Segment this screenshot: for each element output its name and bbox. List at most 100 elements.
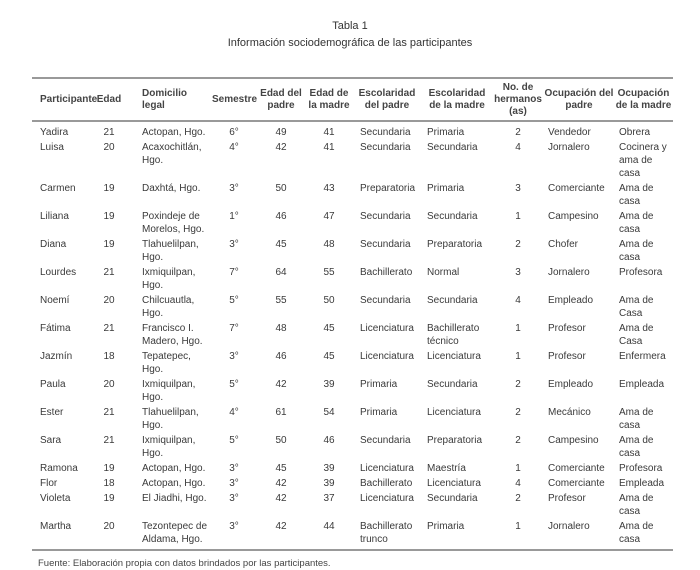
cell-address: Actopan, Hgo.	[142, 478, 206, 489]
cell-mother-education: Secundaria	[427, 211, 478, 222]
cell-father-age: 61	[275, 407, 287, 418]
cell-mother-occupation: Empleada	[619, 379, 665, 390]
cell-mother-occupation: Profesora	[619, 267, 663, 278]
table-row: Liliana 19 Poxindeje de Morelos, Hgo. 1° 46 4…	[32, 209, 673, 237]
cell-age: 19	[103, 493, 115, 504]
cell-mother-age: 55	[323, 267, 335, 278]
table-row: Luisa 20 Acaxochitlán, Hgo. 4° 42 41 Secundari…	[32, 140, 673, 181]
column-header-father-age: Edad del padre	[260, 87, 302, 111]
cell-participant: Diana	[40, 239, 67, 250]
cell-semester: 1°	[229, 211, 239, 222]
cell-father-occupation: Campesino	[548, 211, 599, 222]
cell-father-age: 48	[275, 323, 287, 334]
cell-address: Tlahuelilpan, Hgo.	[142, 239, 199, 263]
cell-address: Ixmiquilpan, Hgo.	[142, 435, 196, 459]
table-row: Sara 21 Ixmiquilpan, Hgo. 5° 50 46 Secundaria P…	[32, 433, 673, 461]
cell-mother-age: 39	[323, 463, 335, 474]
cell-father-education: Secundaria	[360, 435, 411, 446]
cell-mother-occupation: Enfermera	[619, 351, 666, 362]
cell-mother-occupation: Empleada	[619, 478, 665, 489]
cell-siblings: 2	[515, 239, 521, 250]
column-header-age: Edad	[96, 93, 122, 105]
cell-mother-education: Licenciatura	[427, 407, 481, 418]
cell-mother-education: Preparatoria	[427, 239, 483, 250]
cell-participant: Lourdes	[40, 267, 77, 278]
cell-semester: 3°	[229, 463, 239, 474]
cell-mother-age: 54	[323, 407, 335, 418]
cell-father-education: Licenciatura	[360, 323, 414, 334]
cell-siblings: 2	[515, 407, 521, 418]
cell-address: Tlahuelilpan, Hgo.	[142, 407, 199, 431]
table-row: Carmen 19 Daxhtá, Hgo. 3° 50 43 Preparatoria Pr…	[32, 181, 673, 209]
cell-address: Tepatepec, Hgo.	[142, 351, 191, 375]
cell-father-occupation: Campesino	[548, 435, 599, 446]
cell-age: 19	[103, 463, 115, 474]
cell-siblings: 2	[515, 379, 521, 390]
cell-mother-occupation: Cocinera y ama de casa	[619, 142, 667, 179]
cell-age: 18	[103, 478, 115, 489]
cell-mother-occupation: Ama de casa	[619, 239, 654, 263]
cell-father-occupation: Profesor	[548, 351, 586, 362]
table-row: Martha 20 Tezontepec de Aldama, Hgo. 3° 42 44…	[32, 519, 673, 550]
cell-father-age: 49	[275, 127, 287, 138]
column-header-father-education: Escolaridad del padre	[358, 87, 416, 111]
cell-siblings: 1	[515, 211, 521, 222]
cell-father-education: Secundaria	[360, 239, 411, 250]
cell-father-education: Licenciatura	[360, 463, 414, 474]
cell-father-age: 50	[275, 435, 287, 446]
cell-address: El Jiadhi, Hgo.	[142, 493, 207, 504]
cell-mother-occupation: Ama de casa	[619, 211, 654, 235]
cell-siblings: 2	[515, 435, 521, 446]
cell-address: Tezontepec de Aldama, Hgo.	[142, 521, 208, 545]
cell-semester: 3°	[229, 478, 239, 489]
cell-participant: Violeta	[40, 493, 71, 504]
cell-father-age: 42	[275, 521, 287, 532]
table-row: Ramona 19 Actopan, Hgo. 3° 45 39 Licenciatura M…	[32, 461, 673, 476]
cell-father-occupation: Empleado	[548, 295, 594, 306]
cell-address: Ixmiquilpan, Hgo.	[142, 379, 196, 403]
cell-participant: Sara	[40, 435, 62, 446]
cell-siblings: 4	[515, 142, 521, 153]
cell-father-occupation: Profesor	[548, 493, 586, 504]
cell-age: 19	[103, 183, 115, 194]
cell-semester: 5°	[229, 435, 239, 446]
column-header-mother-education: Escolaridad de la madre	[428, 87, 486, 111]
table-row: Ester 21 Tlahuelilpan, Hgo. 4° 61 54 Primaria L…	[32, 405, 673, 433]
table-footnote: Fuente: Elaboración propia con datos bri…	[38, 558, 331, 569]
cell-mother-age: 39	[323, 379, 335, 390]
table-row: Lourdes 21 Ixmiquilpan, Hgo. 7° 64 55 Bachille…	[32, 265, 673, 293]
column-header-father-occupation: Ocupación del padre	[544, 87, 614, 111]
column-header-mother-occupation: Ocupación de la madre	[615, 87, 672, 111]
cell-father-age: 42	[275, 142, 287, 153]
table-container: Participante Edad Domicilio legal Semestre E…	[32, 78, 673, 569]
cell-age: 20	[103, 379, 115, 390]
cell-father-age: 64	[275, 267, 287, 278]
cell-father-occupation: Comerciante	[548, 478, 605, 489]
cell-semester: 7°	[229, 323, 239, 334]
cell-mother-occupation: Ama de casa	[619, 493, 654, 517]
cell-father-occupation: Profesor	[548, 323, 586, 334]
cell-father-age: 46	[275, 211, 287, 222]
cell-father-occupation: Vendedor	[548, 127, 591, 138]
cell-father-age: 45	[275, 463, 287, 474]
table-title: Información sociodemográfica de las part…	[227, 37, 473, 49]
cell-semester: 3°	[229, 183, 239, 194]
cell-mother-education: Primaria	[427, 183, 465, 194]
cell-address: Daxhtá, Hgo.	[142, 183, 201, 194]
cell-siblings: 1	[515, 323, 521, 334]
table-header-row: Participante Edad Domicilio legal Semestre E…	[32, 78, 673, 121]
cell-mother-occupation: Profesora	[619, 463, 663, 474]
cell-mother-age: 41	[323, 142, 335, 153]
cell-father-education: Secundaria	[360, 211, 411, 222]
table-label: Tabla 1	[332, 20, 368, 32]
cell-mother-age: 45	[323, 351, 335, 362]
cell-mother-education: Bachillerato técnico	[427, 323, 480, 347]
cell-mother-education: Preparatoria	[427, 435, 483, 446]
cell-mother-age: 43	[323, 183, 335, 194]
cell-father-education: Bachillerato	[360, 267, 413, 278]
cell-mother-occupation: Ama de casa	[619, 521, 654, 545]
cell-father-age: 45	[275, 239, 287, 250]
cell-participant: Carmen	[40, 183, 76, 194]
cell-mother-education: Secundaria	[427, 379, 478, 390]
cell-participant: Luisa	[40, 142, 64, 153]
